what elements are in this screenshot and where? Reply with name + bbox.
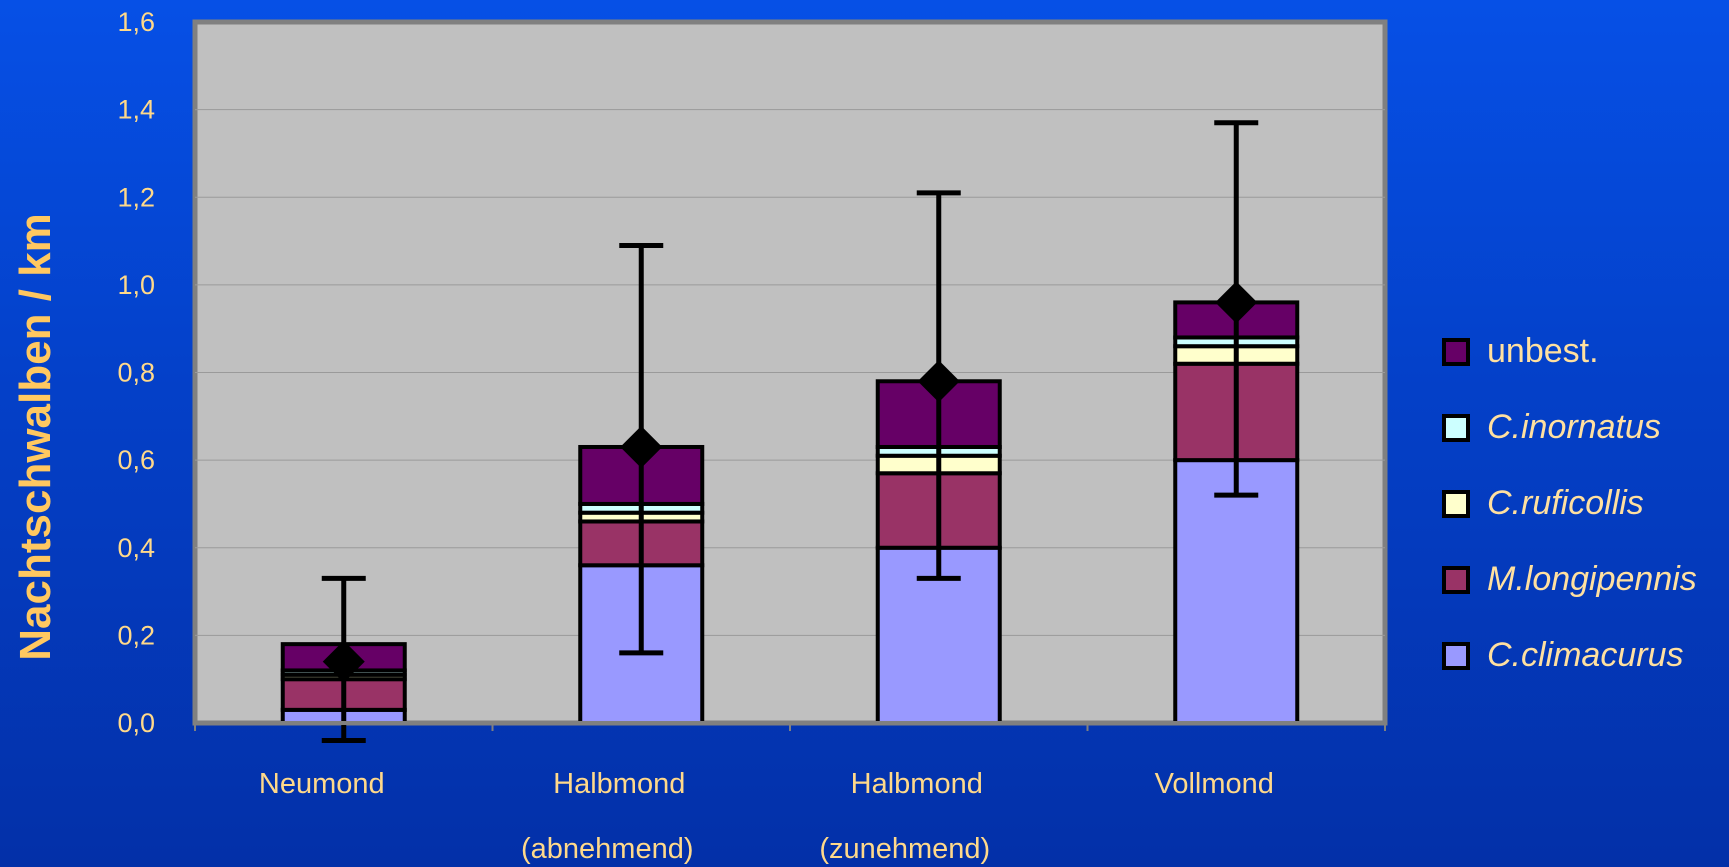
y-axis-ticks: 0,0 0,2 0,4 0,6 0,8 1,0 1,2 1,4 1,6 — [117, 7, 155, 738]
y-tick-label: 1,6 — [117, 7, 155, 37]
legend-label: unbest. — [1487, 332, 1599, 370]
legend-swatch — [1442, 642, 1470, 670]
category-label-line2: (zunehmend) — [819, 833, 990, 865]
x-axis — [194, 721, 1386, 731]
y-tick-label: 0,6 — [117, 445, 155, 475]
legend-label: M.longipennis — [1487, 560, 1697, 598]
category-label: Neumond — [259, 768, 385, 800]
y-tick-label: 0,2 — [117, 620, 155, 650]
y-tick-label: 0,8 — [117, 358, 155, 388]
y-tick-label: 1,2 — [117, 182, 155, 212]
bar-segment — [1173, 458, 1300, 725]
mean-marker — [322, 640, 365, 683]
category-labels: Neumond Halbmond (abnehmend) Halbmond (zuneh… — [259, 768, 1274, 865]
legend-label: C.inornatus — [1487, 408, 1661, 446]
legend-swatch — [1442, 414, 1470, 442]
y-tick-label: 0,4 — [117, 533, 155, 563]
category-label: Halbmond — [851, 768, 983, 800]
legend-swatch — [1442, 338, 1470, 366]
category-label: Vollmond — [1155, 768, 1274, 800]
legend-label: C.ruficollis — [1487, 484, 1644, 522]
legend: unbest. C.inornatus C.ruficollis M.longipen… — [1442, 332, 1697, 674]
legend-swatch — [1442, 490, 1470, 518]
error-bars — [321, 120, 1259, 744]
category-label: Halbmond — [553, 768, 685, 800]
mean-marker — [917, 360, 960, 403]
y-axis-label: Nachtschwalben / km — [11, 213, 60, 660]
y-tick-label: 1,4 — [117, 95, 155, 125]
mean-marker — [1215, 281, 1258, 324]
mean-marker — [620, 425, 663, 468]
legend-label: C.climacurus — [1487, 636, 1683, 674]
y-tick-label: 1,0 — [117, 270, 155, 300]
y-tick-label: 0,0 — [117, 708, 155, 738]
category-label-line2: (abnehmend) — [521, 833, 694, 865]
legend-swatch — [1442, 566, 1470, 594]
